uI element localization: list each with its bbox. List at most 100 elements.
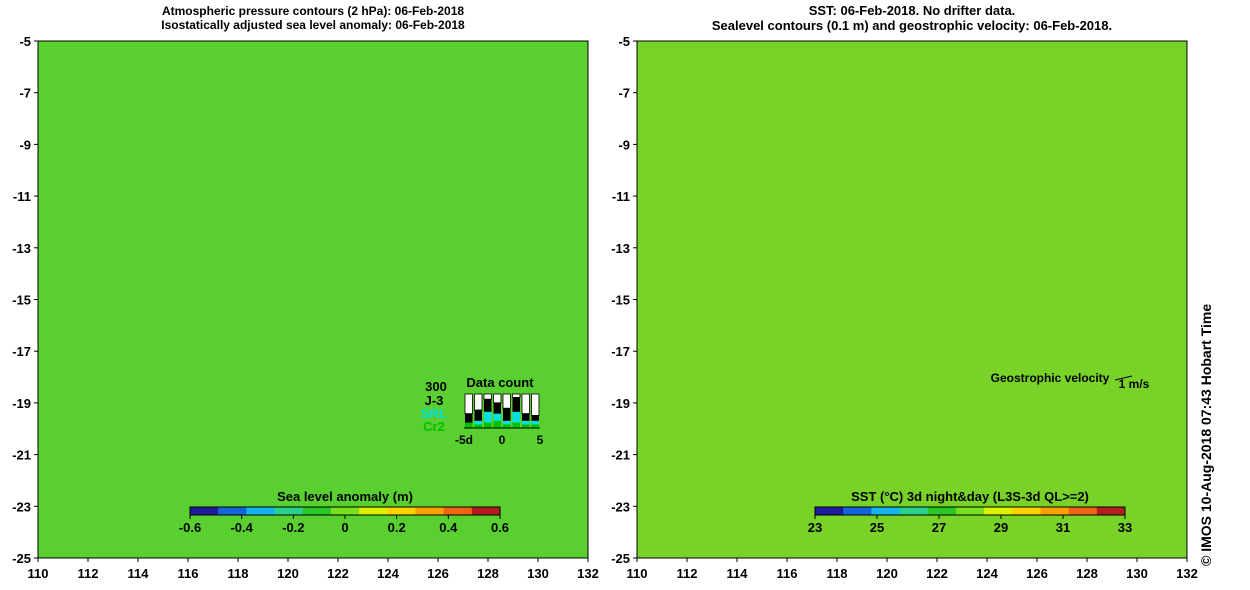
lon-tick-label: 130 [1126,566,1148,581]
colorbar-swatch [871,507,901,515]
colorbar-swatch [359,507,388,515]
colorbar-swatch [899,507,929,515]
colorbar-tick-label: -0.2 [282,520,304,535]
lat-tick-label: -13 [611,241,630,256]
colorbar-swatch [330,507,360,515]
sla-colorbar: Sea level anomaly (m) -0.6 -0.4 -0.2 0 0.2 0.4… [179,489,509,535]
colorbar-tick-label: -0.6 [179,520,201,535]
sla-background [38,41,588,558]
colorbar-tick-label: 33 [1118,520,1132,535]
data-count-bar-j3 [484,399,492,412]
colorbar-tick-label: 0.2 [388,520,406,535]
data-count-bar-cr2 [465,422,473,428]
colorbar-swatch [246,507,276,515]
colorbar-title: Sea level anomaly (m) [277,489,413,504]
lat-tick-label: -7 [19,86,31,101]
lat-tick-label: -17 [12,344,31,359]
right-axes: 110 112 114 116 118 120 122 124 126 128 130 132 -5 -7… [611,34,1198,581]
data-count-xtick: 5 [537,433,544,447]
lon-tick-label: 110 [28,566,49,581]
data-count-bar-j3 [474,410,482,421]
lat-tick-label: -11 [13,189,31,204]
lon-tick-label: 118 [228,566,249,581]
data-count-bar-empty [502,393,511,409]
lon-tick-label: 126 [1026,566,1048,581]
velocity-scale-arrow [1114,375,1133,381]
colorbar-swatch [471,507,501,515]
data-count-bar-srl [474,420,482,425]
data-count-bar-srl [512,411,520,423]
lat-tick-label: -15 [12,293,31,308]
colorbar-tick-label: 31 [1056,520,1070,535]
data-count-bar-j3 [503,408,511,421]
lat-tick-label: -5 [618,34,630,49]
lat-tick-label: -19 [12,396,31,411]
colorbar-outline [814,506,1126,516]
data-count-bar-empty [521,393,530,415]
data-count-bar-j3 [531,415,539,421]
left-title-line2: Isostatically adjusted sea level anomaly… [161,18,465,32]
lat-tick-label: -19 [611,396,630,411]
velocity-legend: Geostrophic velocity 1 m/s [991,371,1150,391]
lon-tick-label: 114 [128,566,150,581]
colorbar-tick-label: 0 [341,520,348,535]
data-count-xtick: 0 [499,433,506,447]
colorbar-swatch [274,507,304,515]
colorbar-swatch [955,507,985,515]
right-title-line1: SST: 06-Feb-2018. No drifter data. [808,3,1016,18]
colorbar-tick-label: 0.4 [439,520,458,535]
colorbar-swatch [1012,507,1041,515]
colorbar-tick-label: 0.6 [491,520,509,535]
data-count-bar-j3 [522,413,530,421]
sst-colorbar: SST (°C) 3d night&day (L3S-3d QL>=2) 23 25… [808,489,1132,535]
data-count-title: Data count [466,375,534,390]
lon-tick-label: 110 [627,566,648,581]
lon-tick-label: 132 [1176,566,1198,581]
data-count-bar-cr2 [522,424,530,428]
data-count-bar-cr2 [512,422,520,428]
colorbar-swatch [927,507,957,515]
colorbar-swatch [1096,507,1126,515]
colorbar-swatch [1068,507,1098,515]
colorbar-swatch [984,507,1013,515]
colorbar-tick-label: 23 [808,520,822,535]
data-count-bar-srl [522,420,530,425]
lat-tick-label: -17 [611,344,630,359]
lat-tick-label: -7 [618,86,630,101]
colorbar-tick-label: 29 [994,520,1008,535]
colorbar-swatch [815,507,844,515]
data-count-max-label: 300 [425,379,447,394]
colorbar-tick-label: 25 [870,520,884,535]
lat-tick-label: -25 [611,551,630,566]
data-count-bar-srl [484,411,492,423]
data-count-bar-j3 [512,397,520,412]
colorbar-swatch [218,507,247,515]
data-count-series-cr2: Cr2 [423,419,445,434]
data-count-series-srl: SRL [421,406,447,421]
colorbar-swatch [843,507,872,515]
lon-tick-label: 114 [727,566,749,581]
lon-tick-label: 128 [1076,566,1098,581]
lon-tick-label: 126 [427,566,449,581]
data-count-bar-empty [464,393,473,415]
left-axes: 110 112 114 116 118 120 122 124 126 128 130 132 -5 -7… [12,34,599,581]
lon-tick-label: 118 [827,566,848,581]
lon-tick-label: 120 [277,566,299,581]
lat-tick-label: -5 [19,34,31,49]
data-count-bar-empty [531,393,540,416]
lon-tick-label: 132 [577,566,599,581]
data-count-bar-empty [474,393,483,411]
lon-tick-label: 124 [377,566,399,581]
data-count-bar-srl [531,420,539,425]
colorbar-tick-label: -0.4 [230,520,253,535]
lon-tick-label: 120 [876,566,898,581]
left-title-line1: Atmospheric pressure contours (2 hPa): 0… [161,4,465,18]
colorbar-swatch [302,507,332,515]
data-count-bar-j3 [493,402,501,414]
lat-tick-label: -13 [12,241,31,256]
sst-background [637,41,1187,558]
lon-tick-label: 116 [777,566,798,581]
lat-tick-label: -23 [611,499,630,514]
lon-tick-label: 124 [976,566,998,581]
